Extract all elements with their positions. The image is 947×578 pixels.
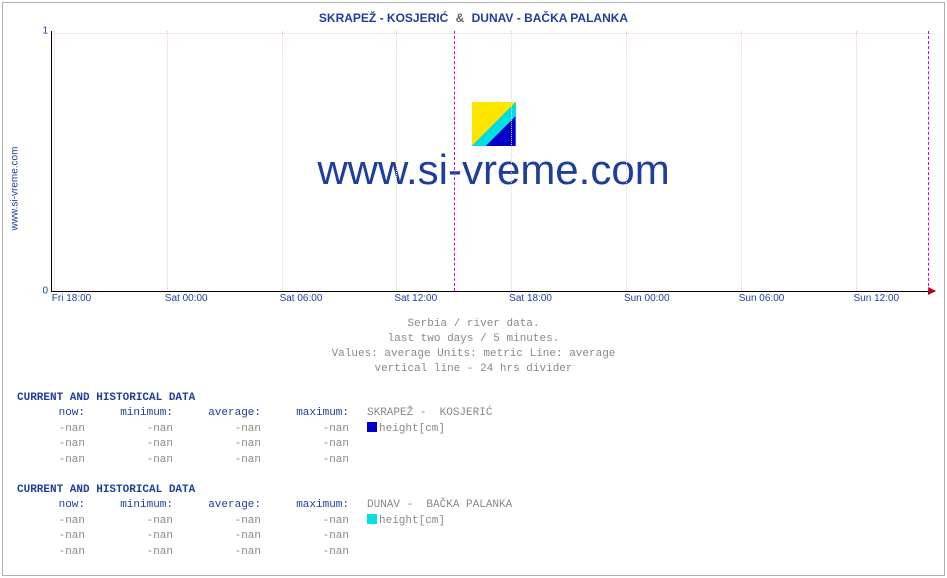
xgrid-right-edge <box>928 31 929 291</box>
table-cell: -nan <box>17 514 85 529</box>
watermark-text: www.si-vreme.com <box>317 146 669 194</box>
table-cell: -nan <box>17 422 85 437</box>
column-header: now: <box>17 498 85 513</box>
data-section-1: CURRENT AND HISTORICAL DATAnow:minimum:a… <box>17 391 934 468</box>
table-row: -nan-nan-nan-nan <box>17 545 934 560</box>
ytick-label: 1 <box>42 26 48 37</box>
plot-wrap: www.si-vreme.com 01Fri 18:00Sat 00:00Sat… <box>51 31 934 311</box>
subcaption-line3: Values: average Units: metric Line: aver… <box>3 347 944 362</box>
table-row: -nan-nan-nan-nanheight[cm] <box>17 422 934 437</box>
chart-title: SKRAPEŽ - KOSJERIĆ & DUNAV - BAČKA PALAN… <box>3 11 944 25</box>
xgrid-24h-divider <box>454 31 455 291</box>
table-cell: -nan <box>261 545 349 560</box>
xgrid-line <box>741 31 742 291</box>
section-header: CURRENT AND HISTORICAL DATA <box>17 483 934 498</box>
table-cell: -nan <box>85 514 173 529</box>
column-header: minimum: <box>85 406 173 421</box>
data-section-2: CURRENT AND HISTORICAL DATAnow:minimum:a… <box>17 483 934 560</box>
title-series-b: DUNAV - BAČKA PALANKA <box>472 11 628 25</box>
title-series-a: SKRAPEŽ - KOSJERIĆ <box>319 11 448 25</box>
table-cell: -nan <box>85 437 173 452</box>
xtick-label: Sun 12:00 <box>854 293 900 304</box>
column-header: now: <box>17 406 85 421</box>
ytick-label: 0 <box>42 286 48 297</box>
section-columns: now:minimum:average:maximum: SKRAPEŽ - KO… <box>17 406 934 421</box>
table-row: -nan-nan-nan-nan <box>17 529 934 544</box>
table-cell: -nan <box>261 529 349 544</box>
subcaption-line1: Serbia / river data. <box>3 317 944 332</box>
watermark-stack: www.si-vreme.com <box>317 102 669 194</box>
series-swatch-icon <box>367 514 377 524</box>
xgrid-line <box>626 31 627 291</box>
column-header: average: <box>173 406 261 421</box>
table-cell: -nan <box>17 529 85 544</box>
table-cell: -nan <box>261 453 349 468</box>
chart-subcaption: Serbia / river data. last two days / 5 m… <box>3 317 944 376</box>
site-logo-icon <box>472 102 516 146</box>
table-cell: -nan <box>173 453 261 468</box>
table-cell: -nan <box>17 437 85 452</box>
table-cell: -nan <box>85 545 173 560</box>
xtick-label: Sat 06:00 <box>280 293 323 304</box>
xgrid-line <box>396 31 397 291</box>
section-series-name: SKRAPEŽ - KOSJERIĆ <box>367 406 492 421</box>
column-header: average: <box>173 498 261 513</box>
table-cell: -nan <box>17 453 85 468</box>
table-row: -nan-nan-nan-nanheight[cm] <box>17 514 934 529</box>
subcaption-line4: vertical line - 24 hrs divider <box>3 362 944 377</box>
table-cell: -nan <box>85 453 173 468</box>
table-cell: -nan <box>261 422 349 437</box>
series-unit: height[cm] <box>367 514 445 529</box>
xtick-label: Sat 18:00 <box>509 293 552 304</box>
ygrid-line-top <box>52 33 935 34</box>
table-cell: -nan <box>173 437 261 452</box>
xtick-label: Sun 06:00 <box>739 293 785 304</box>
plot-area: www.si-vreme.com 01Fri 18:00Sat 00:00Sat… <box>51 31 935 292</box>
table-row: -nan-nan-nan-nan <box>17 453 934 468</box>
table-cell: -nan <box>261 437 349 452</box>
xaxis-arrowhead-icon <box>928 287 936 295</box>
table-row: -nan-nan-nan-nan <box>17 437 934 452</box>
xgrid-line <box>856 31 857 291</box>
table-cell: -nan <box>85 529 173 544</box>
xtick-label: Sat 00:00 <box>165 293 208 304</box>
section-series-name: DUNAV - BAČKA PALANKA <box>367 498 512 513</box>
section-columns: now:minimum:average:maximum: DUNAV - BAČK… <box>17 498 934 513</box>
table-cell: -nan <box>261 514 349 529</box>
xgrid-line <box>282 31 283 291</box>
site-vertical-label: www.si-vreme.com <box>10 129 21 249</box>
section-header: CURRENT AND HISTORICAL DATA <box>17 391 934 406</box>
series-unit: height[cm] <box>367 422 445 437</box>
xtick-label: Fri 18:00 <box>52 293 91 304</box>
xtick-label: Sun 00:00 <box>624 293 670 304</box>
table-cell: -nan <box>17 545 85 560</box>
title-ampersand: & <box>456 11 465 25</box>
table-cell: -nan <box>173 514 261 529</box>
column-header: minimum: <box>85 498 173 513</box>
table-cell: -nan <box>173 545 261 560</box>
table-cell: -nan <box>173 422 261 437</box>
xtick-label: Sat 12:00 <box>394 293 437 304</box>
subcaption-line2: last two days / 5 minutes. <box>3 332 944 347</box>
series-swatch-icon <box>367 422 377 432</box>
xgrid-line <box>54 31 55 291</box>
table-cell: -nan <box>85 422 173 437</box>
outer-frame: www.si-vreme.com SKRAPEŽ - KOSJERIĆ & DU… <box>2 2 945 576</box>
table-cell: -nan <box>173 529 261 544</box>
xgrid-line <box>511 31 512 291</box>
column-header: maximum: <box>261 406 349 421</box>
xgrid-line <box>167 31 168 291</box>
column-header: maximum: <box>261 498 349 513</box>
